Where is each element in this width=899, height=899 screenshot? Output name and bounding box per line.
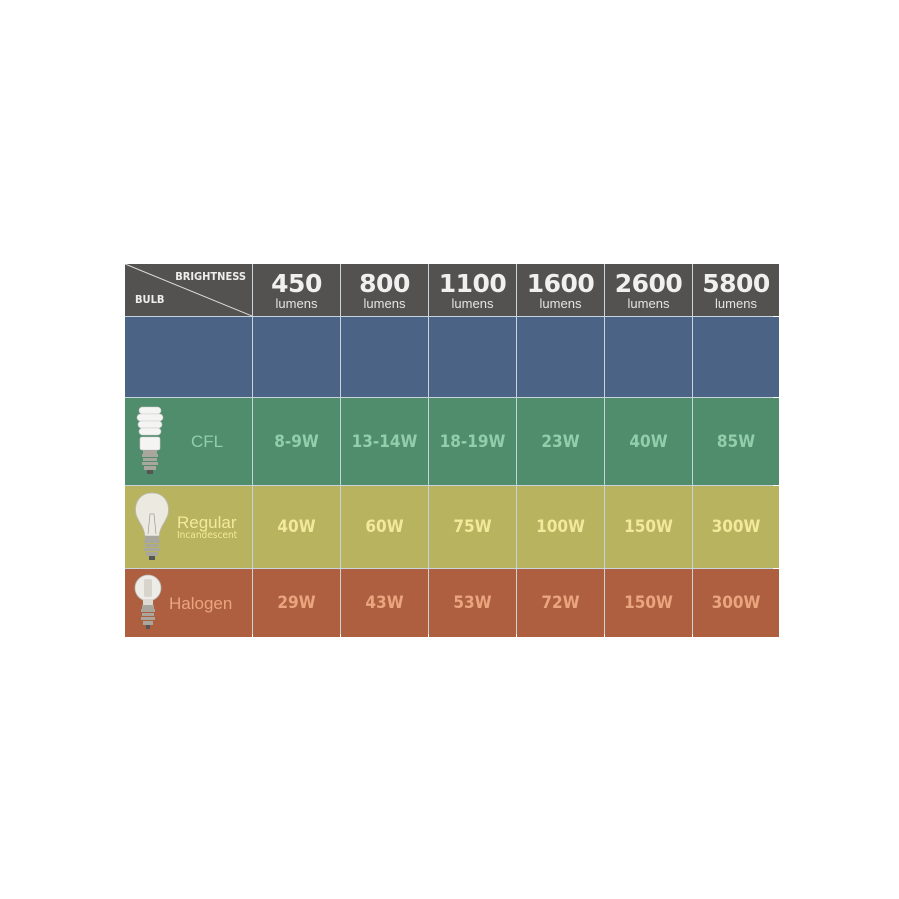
blank-cell xyxy=(429,317,516,397)
wattage-cell: 29W xyxy=(253,569,340,637)
cfl-bulb-icon xyxy=(136,406,164,474)
wattage-cell: 23W xyxy=(517,398,604,485)
diagonal-divider xyxy=(125,264,252,316)
column-header: 1100 lumens xyxy=(429,264,516,316)
wattage-cell: 40W xyxy=(605,398,692,485)
corner-header: BRIGHTNESS BULB xyxy=(125,264,252,316)
row-label-cfl: CFL xyxy=(125,398,252,485)
wattage-cell: 150W xyxy=(605,486,692,568)
column-header: 800 lumens xyxy=(341,264,428,316)
wattage-cell: 85W xyxy=(693,398,779,485)
wattage-cell: 40W xyxy=(253,486,340,568)
halogen-bulb-icon xyxy=(134,574,162,629)
blank-cell xyxy=(253,317,340,397)
blank-cell xyxy=(693,317,779,397)
wattage-cell: 300W xyxy=(693,486,779,568)
wattage-cell: 150W xyxy=(605,569,692,637)
bulb-name: Regular Incandescent xyxy=(177,512,238,541)
bulb-name: Halogen xyxy=(169,593,233,613)
column-header: 1600 lumens xyxy=(517,264,604,316)
wattage-cell: 60W xyxy=(341,486,428,568)
wattage-cell: 43W xyxy=(341,569,428,637)
blank-cell xyxy=(605,317,692,397)
wattage-cell: 13-14W xyxy=(341,398,428,485)
wattage-cell: 18-19W xyxy=(429,398,516,485)
wattage-cell: 100W xyxy=(517,486,604,568)
incandescent-bulb-icon xyxy=(135,492,169,560)
wattage-cell: 8-9W xyxy=(253,398,340,485)
wattage-cell: 300W xyxy=(693,569,779,637)
blank-cell xyxy=(341,317,428,397)
row-label-regular: Regular Incandescent xyxy=(125,486,252,568)
bulb-wattage-table: BRIGHTNESS BULB 450 lumens 800 lumens 1100… xyxy=(125,264,779,637)
wattage-cell: 72W xyxy=(517,569,604,637)
brightness-label: BRIGHTNESS xyxy=(175,270,246,283)
bulb-label: BULB xyxy=(135,293,165,306)
bulb-name: CFL xyxy=(191,432,224,451)
column-header: 450 lumens xyxy=(253,264,340,316)
wattage-cell: 53W xyxy=(429,569,516,637)
bulb-subname: Incandescent xyxy=(177,529,238,541)
column-header: 5800 lumens xyxy=(693,264,779,316)
wattage-cell: 75W xyxy=(429,486,516,568)
row-label-halogen: Halogen xyxy=(125,569,252,637)
column-header: 2600 lumens xyxy=(605,264,692,316)
blank-cell xyxy=(517,317,604,397)
blank-cell xyxy=(125,317,252,397)
